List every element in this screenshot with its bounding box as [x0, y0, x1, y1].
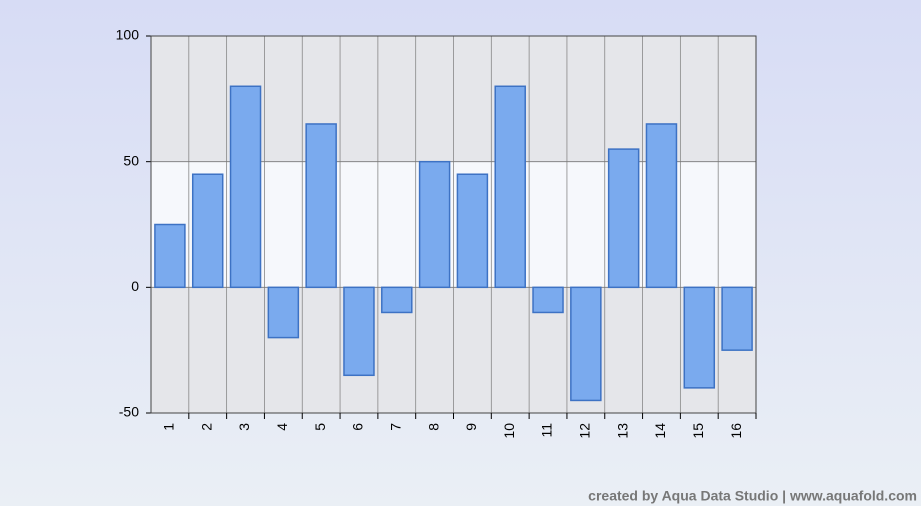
- y-tick-label: 50: [123, 152, 139, 168]
- x-tick-label: 12: [577, 423, 593, 439]
- bar: [532, 286, 564, 314]
- bar: [494, 85, 526, 289]
- x-tick-label: 1: [161, 423, 177, 431]
- x-tick-label: 13: [614, 423, 630, 439]
- x-tick-label: 10: [501, 423, 517, 439]
- credit: created by Aqua Data Studio | www.aquafo…: [588, 488, 917, 504]
- x-tick-label: 2: [198, 423, 214, 431]
- y-tick-label: -50: [119, 404, 139, 420]
- x-tick-label: 7: [387, 423, 403, 431]
- x-tick-label: 16: [728, 423, 744, 439]
- bar: [343, 286, 375, 377]
- x-tick-label: 9: [463, 423, 479, 431]
- x-tick-label: 8: [425, 423, 441, 431]
- bar: [607, 148, 640, 289]
- bar: [191, 173, 224, 289]
- x-tick-label: 14: [652, 423, 668, 439]
- x-tick-label: 11: [539, 423, 555, 438]
- bar: [154, 223, 186, 289]
- bar: [683, 286, 716, 389]
- x-tick-label: 3: [236, 423, 252, 431]
- bar: [721, 286, 753, 351]
- bar: [418, 160, 451, 289]
- bar: [645, 123, 678, 289]
- bar: [267, 286, 300, 339]
- bar: [570, 286, 602, 402]
- y-tick-label: 0: [131, 278, 139, 294]
- bar: [456, 173, 489, 289]
- bar: [381, 286, 413, 314]
- bar: [229, 85, 262, 289]
- x-tick-label: 15: [690, 423, 706, 439]
- x-tick-label: 5: [312, 423, 328, 431]
- x-tick-label: 4: [274, 423, 290, 431]
- bar: [305, 123, 337, 289]
- x-tick-label: 6: [350, 423, 366, 431]
- y-tick-label: 100: [116, 27, 140, 43]
